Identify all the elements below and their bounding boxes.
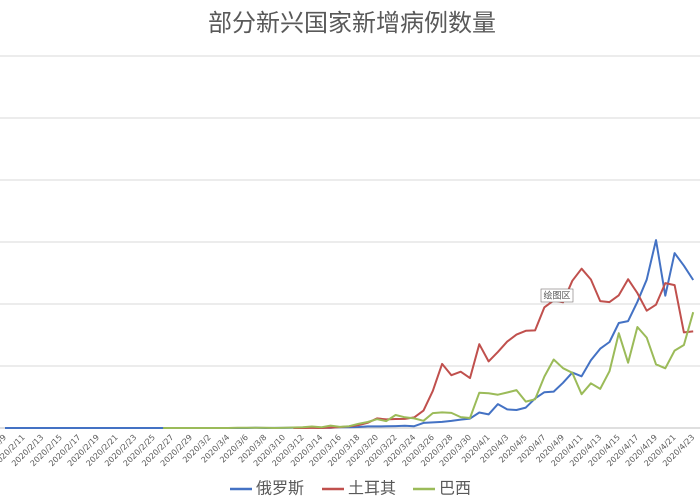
series-line [163, 311, 695, 429]
series-line [5, 239, 695, 429]
annotation-box [540, 288, 574, 303]
annotation: 绘图区 [543, 290, 570, 302]
legend-label: 俄罗斯 [256, 479, 304, 498]
legend-label: 土耳其 [348, 479, 396, 498]
series-line [293, 267, 694, 429]
legend-label: 巴西 [439, 479, 471, 498]
chart-title: 部分新兴国家新增病例数量 [208, 9, 496, 37]
